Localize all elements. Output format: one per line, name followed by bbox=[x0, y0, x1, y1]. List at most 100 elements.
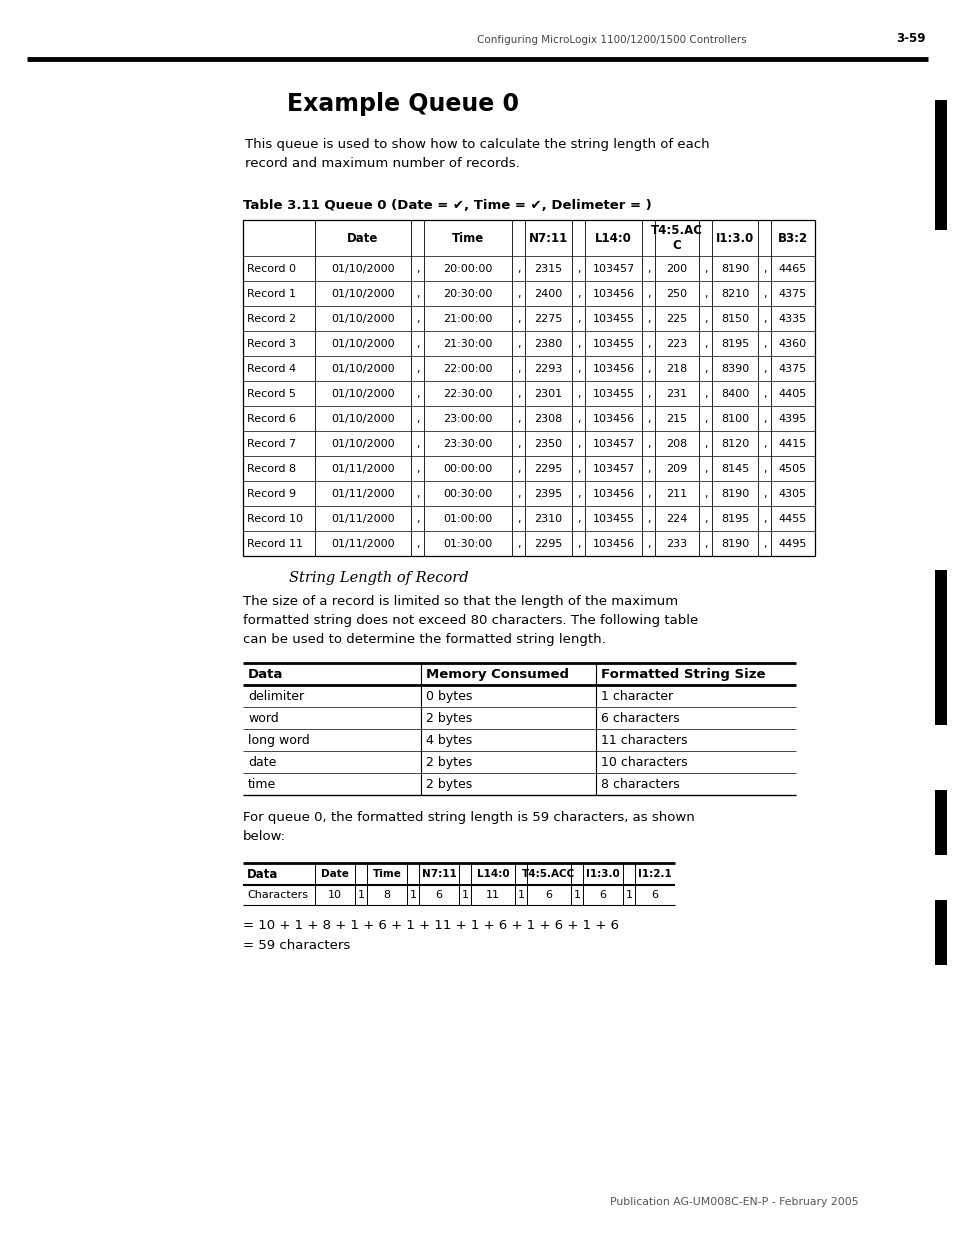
Text: I1:3.0: I1:3.0 bbox=[585, 869, 619, 879]
Text: 211: 211 bbox=[666, 489, 687, 499]
Text: ,: , bbox=[646, 514, 650, 524]
Text: Record 8: Record 8 bbox=[247, 463, 295, 473]
Text: ,: , bbox=[416, 463, 418, 473]
Text: 23:30:00: 23:30:00 bbox=[443, 438, 492, 448]
Text: ,: , bbox=[646, 263, 650, 273]
Text: ,: , bbox=[703, 489, 706, 499]
Text: date: date bbox=[248, 756, 276, 768]
Text: ,: , bbox=[577, 338, 579, 348]
Text: ,: , bbox=[577, 289, 579, 299]
Text: ,: , bbox=[703, 263, 706, 273]
Bar bbox=[934, 571, 946, 725]
Text: ,: , bbox=[517, 414, 519, 424]
Text: word: word bbox=[248, 711, 278, 725]
Text: 01/10/2000: 01/10/2000 bbox=[331, 314, 395, 324]
Text: 103457: 103457 bbox=[592, 463, 634, 473]
Text: ,: , bbox=[416, 489, 418, 499]
Text: 4360: 4360 bbox=[778, 338, 806, 348]
Text: Record 7: Record 7 bbox=[247, 438, 295, 448]
Text: 4495: 4495 bbox=[778, 538, 806, 548]
Text: 11 characters: 11 characters bbox=[600, 734, 687, 746]
Text: 6: 6 bbox=[651, 890, 658, 900]
Text: 10: 10 bbox=[328, 890, 341, 900]
Text: 4375: 4375 bbox=[778, 363, 806, 373]
Text: Time: Time bbox=[373, 869, 401, 879]
Text: For queue 0, the formatted string length is 59 characters, as shown
below:: For queue 0, the formatted string length… bbox=[243, 811, 694, 844]
Text: ,: , bbox=[762, 289, 765, 299]
Text: 4305: 4305 bbox=[778, 489, 806, 499]
Text: 2295: 2295 bbox=[534, 463, 562, 473]
Text: 01/10/2000: 01/10/2000 bbox=[331, 263, 395, 273]
Text: ,: , bbox=[577, 363, 579, 373]
Text: Record 6: Record 6 bbox=[247, 414, 295, 424]
Text: 218: 218 bbox=[666, 363, 687, 373]
Text: Table 3.11 Queue 0 (Date = ✔, Time = ✔, Delimeter = ): Table 3.11 Queue 0 (Date = ✔, Time = ✔, … bbox=[243, 199, 651, 212]
Text: 4455: 4455 bbox=[778, 514, 806, 524]
Text: 2315: 2315 bbox=[534, 263, 562, 273]
Text: ,: , bbox=[517, 438, 519, 448]
Text: 2293: 2293 bbox=[534, 363, 562, 373]
Bar bbox=[934, 900, 946, 965]
Text: 2301: 2301 bbox=[534, 389, 562, 399]
Text: Formatted String Size: Formatted String Size bbox=[600, 667, 764, 680]
Text: 01/10/2000: 01/10/2000 bbox=[331, 338, 395, 348]
Text: ,: , bbox=[577, 414, 579, 424]
Text: 4415: 4415 bbox=[778, 438, 806, 448]
Text: 01/11/2000: 01/11/2000 bbox=[331, 463, 395, 473]
Text: B3:2: B3:2 bbox=[777, 231, 807, 245]
Text: 01/10/2000: 01/10/2000 bbox=[331, 389, 395, 399]
Text: ,: , bbox=[703, 363, 706, 373]
Text: 6: 6 bbox=[435, 890, 442, 900]
Text: 8145: 8145 bbox=[720, 463, 748, 473]
Text: 1: 1 bbox=[625, 890, 632, 900]
Text: 21:00:00: 21:00:00 bbox=[443, 314, 492, 324]
Text: ,: , bbox=[517, 489, 519, 499]
Text: 8390: 8390 bbox=[720, 363, 748, 373]
Text: ,: , bbox=[703, 438, 706, 448]
Text: 250: 250 bbox=[666, 289, 687, 299]
Text: ,: , bbox=[517, 389, 519, 399]
Text: ,: , bbox=[762, 463, 765, 473]
Text: 4505: 4505 bbox=[778, 463, 806, 473]
Text: T4:5.AC
C: T4:5.AC C bbox=[650, 224, 702, 252]
Text: 2308: 2308 bbox=[534, 414, 562, 424]
Text: ,: , bbox=[416, 389, 418, 399]
Text: Record 3: Record 3 bbox=[247, 338, 295, 348]
Text: 20:30:00: 20:30:00 bbox=[443, 289, 492, 299]
Text: ,: , bbox=[577, 314, 579, 324]
Text: 01/11/2000: 01/11/2000 bbox=[331, 538, 395, 548]
Text: 103457: 103457 bbox=[592, 438, 634, 448]
Text: ,: , bbox=[762, 538, 765, 548]
Text: 22:30:00: 22:30:00 bbox=[443, 389, 493, 399]
Text: 01/10/2000: 01/10/2000 bbox=[331, 438, 395, 448]
Text: This queue is used to show how to calculate the string length of each
record and: This queue is used to show how to calcul… bbox=[245, 138, 709, 170]
Text: ,: , bbox=[762, 389, 765, 399]
Text: ,: , bbox=[646, 314, 650, 324]
Bar bbox=[934, 100, 946, 230]
Text: 8100: 8100 bbox=[720, 414, 748, 424]
Text: 2400: 2400 bbox=[534, 289, 562, 299]
Text: ,: , bbox=[517, 338, 519, 348]
Text: ,: , bbox=[646, 389, 650, 399]
Text: 3-59: 3-59 bbox=[895, 32, 924, 44]
Text: Record 4: Record 4 bbox=[247, 363, 295, 373]
Text: 225: 225 bbox=[666, 314, 687, 324]
Text: 23:00:00: 23:00:00 bbox=[443, 414, 492, 424]
Text: 103455: 103455 bbox=[592, 514, 634, 524]
Text: 4375: 4375 bbox=[778, 289, 806, 299]
Text: 103456: 103456 bbox=[592, 538, 634, 548]
Text: 2 bytes: 2 bytes bbox=[426, 756, 472, 768]
Text: Configuring MicroLogix 1100/1200/1500 Controllers: Configuring MicroLogix 1100/1200/1500 Co… bbox=[476, 35, 746, 44]
Text: 8210: 8210 bbox=[720, 289, 748, 299]
Text: Record 11: Record 11 bbox=[247, 538, 303, 548]
Text: ,: , bbox=[517, 463, 519, 473]
Text: 8: 8 bbox=[383, 890, 390, 900]
Text: Record 0: Record 0 bbox=[247, 263, 295, 273]
Text: ,: , bbox=[703, 314, 706, 324]
Text: Example Queue 0: Example Queue 0 bbox=[287, 91, 518, 116]
Text: long word: long word bbox=[248, 734, 310, 746]
Text: ,: , bbox=[703, 538, 706, 548]
Text: 103456: 103456 bbox=[592, 489, 634, 499]
Bar bbox=[243, 220, 814, 556]
Text: ,: , bbox=[703, 463, 706, 473]
